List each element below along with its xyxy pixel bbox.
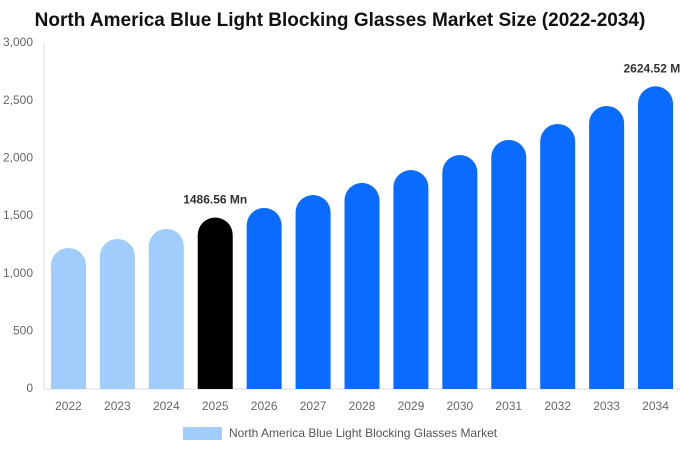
x-tick-label: 2025 [202, 399, 229, 413]
bar [344, 182, 380, 389]
x-tick-label: 2029 [398, 399, 425, 413]
bar [148, 228, 184, 389]
legend-label: North America Blue Light Blocking Glasse… [229, 426, 498, 440]
x-tick-label: 2024 [153, 399, 180, 413]
bar [540, 123, 576, 390]
x-tick-label: 2027 [300, 399, 327, 413]
x-tick-label: 2033 [593, 399, 620, 413]
bar [295, 195, 331, 389]
y-tick-label: 2,500 [3, 93, 33, 107]
x-tick-label: 2030 [446, 399, 473, 413]
bar [99, 238, 135, 389]
y-tick-label: 0 [26, 381, 33, 395]
chart-title: North America Blue Light Blocking Glasse… [35, 10, 646, 31]
bar [589, 105, 625, 390]
x-tick-label: 2023 [104, 399, 131, 413]
x-tick-label: 2032 [544, 399, 571, 413]
x-tick-label: 2028 [349, 399, 376, 413]
y-tick-label: 1,000 [3, 266, 33, 280]
y-tick-label: 2,000 [3, 151, 33, 165]
x-tick-label: 2026 [251, 399, 278, 413]
bar [442, 154, 478, 389]
data-label: 2624.52 Mn [624, 61, 680, 75]
y-tick-label: 500 [13, 324, 33, 338]
y-tick-label: 1,500 [3, 208, 33, 222]
bar [491, 139, 527, 389]
bar [197, 217, 233, 389]
x-tick-label: 2022 [55, 399, 82, 413]
x-tick-label: 2031 [495, 399, 522, 413]
y-tick-label: 3,000 [3, 35, 33, 49]
bar [393, 169, 429, 389]
bar [246, 207, 282, 389]
data-label: 1486.56 Mn [183, 193, 247, 207]
bar [50, 247, 86, 389]
x-tick-label: 2034 [642, 399, 669, 413]
legend-swatch [183, 427, 222, 440]
bar [638, 86, 674, 390]
